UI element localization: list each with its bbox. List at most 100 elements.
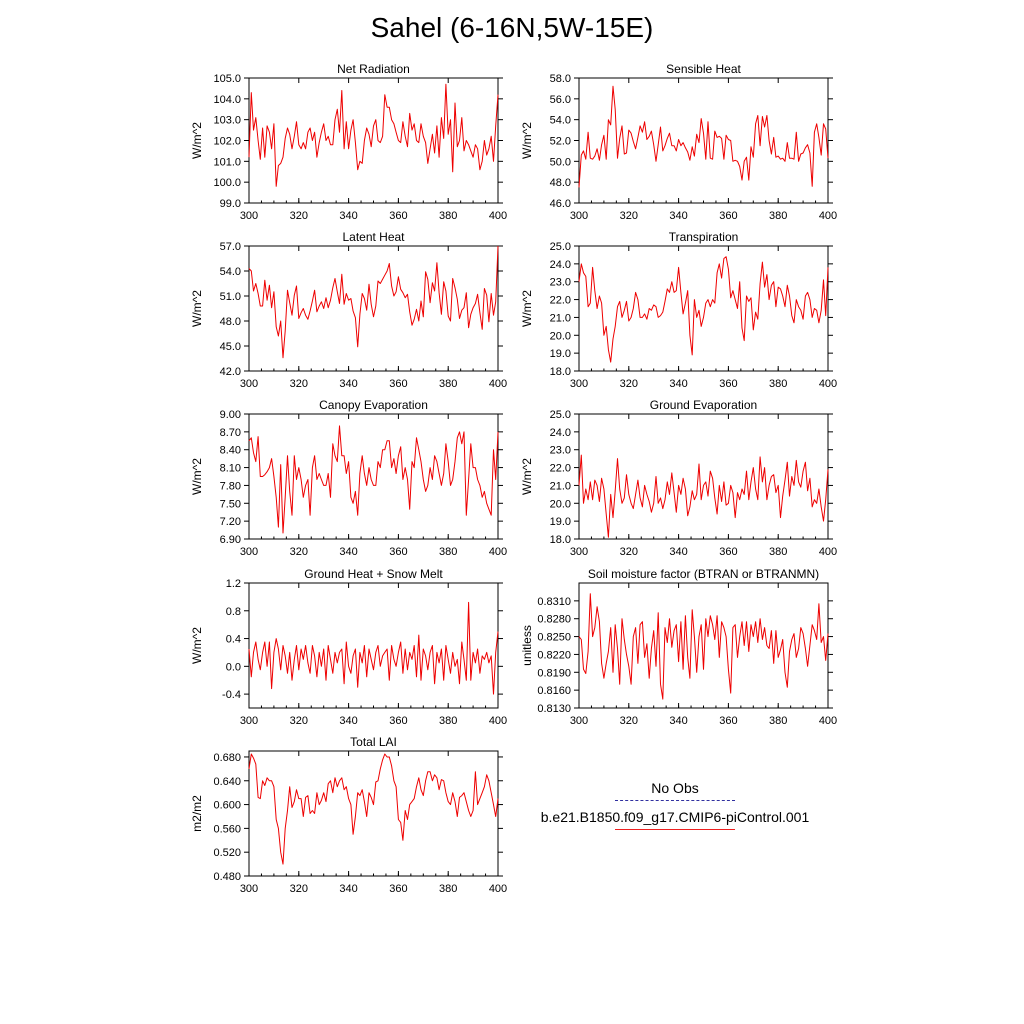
panel-4: 300 320 340 360 380 400 18.0 19.0 20.0 21.0 22.0 23… (520, 230, 837, 390)
x-tick-label: 320 (290, 210, 308, 222)
y-tick-label: 50.0 (550, 156, 571, 168)
x-tick-label: 340 (339, 378, 357, 390)
y-tick-label: 23.0 (550, 277, 571, 289)
x-tick-label: 320 (620, 546, 638, 558)
x-tick-label: 400 (819, 378, 837, 390)
x-tick-label: 360 (389, 378, 407, 390)
y-tick-label: 18.0 (550, 534, 571, 546)
y-tick-label: 0.640 (213, 776, 241, 788)
x-tick-label: 320 (290, 378, 308, 390)
x-tick-label: 380 (769, 210, 787, 222)
y-tick-label: 0.8280 (537, 614, 571, 626)
y-tick-label: 0.480 (213, 871, 241, 883)
x-tick-label: 340 (339, 210, 357, 222)
x-tick-label: 360 (389, 546, 407, 558)
y-tick-label: 57.0 (220, 241, 241, 253)
y-tick-label: 0.4 (226, 634, 241, 646)
y-tick-label: 7.20 (220, 516, 241, 528)
panel-6: 300 320 340 360 380 400 18.0 19.0 20.0 21.0 22.0 23… (520, 398, 837, 558)
series-line-1 (248, 245, 499, 359)
x-tick-label: 300 (570, 546, 588, 558)
panel-1: 300 320 340 360 380 400 99.0 100.0 101.0 102.0 103… (190, 62, 507, 222)
x-tick-label: 400 (489, 210, 507, 222)
series-line-1 (578, 454, 829, 538)
x-tick-label: 320 (290, 883, 308, 895)
y-tick-label: 0.8130 (537, 703, 571, 715)
legend-model-label: b.e21.B1850.f09_g17.CMIP6-piControl.001 (540, 809, 810, 825)
y-tick-label: 104.0 (213, 94, 241, 106)
x-tick-label: 380 (439, 546, 457, 558)
x-tick-label: 320 (620, 210, 638, 222)
x-tick-label: 340 (669, 210, 687, 222)
y-tick-label: 56.0 (550, 94, 571, 106)
legend: No Obs b.e21.B1850.f09_g17.CMIP6-piContr… (530, 780, 820, 838)
x-tick-label: 380 (439, 883, 457, 895)
panel-2: 300 320 340 360 380 400 46.0 48.0 50.0 52.0 54.0 56… (520, 62, 837, 222)
y-tick-label: 0.520 (213, 847, 241, 859)
y-tick-label: 54.0 (220, 266, 241, 278)
y-tick-label: 0.600 (213, 800, 241, 812)
x-tick-label: 380 (769, 715, 787, 727)
panel-title: Net Radiation (337, 62, 410, 76)
x-tick-label: 320 (290, 715, 308, 727)
x-tick-label: 300 (240, 715, 258, 727)
legend-obs-swatch (615, 800, 735, 801)
y-tick-label: 22.0 (550, 463, 571, 475)
y-tick-label: 42.0 (220, 366, 241, 378)
x-tick-label: 380 (439, 210, 457, 222)
series-line-1 (578, 85, 829, 188)
y-tick-label: 21.0 (550, 480, 571, 492)
y-tick-label: 19.0 (550, 348, 571, 360)
y-tick-label: 58.0 (550, 73, 571, 85)
x-tick-label: 340 (669, 715, 687, 727)
panel-9: 300 320 340 360 380 400 0.480 0.520 0.560 0.600 0.… (190, 735, 507, 895)
x-tick-label: 400 (489, 546, 507, 558)
series-line-1 (248, 601, 499, 695)
x-tick-label: 300 (240, 546, 258, 558)
y-tick-label: 0.560 (213, 823, 241, 835)
x-tick-label: 300 (240, 210, 258, 222)
y-tick-label: 99.0 (220, 198, 241, 210)
y-tick-label: 8.40 (220, 445, 241, 457)
y-tick-label: 21.0 (550, 312, 571, 324)
y-tick-label: 8.70 (220, 427, 241, 439)
x-tick-label: 380 (769, 546, 787, 558)
y-tick-label: 18.0 (550, 366, 571, 378)
y-tick-label: 0.8220 (537, 649, 571, 661)
panel-title: Ground Evaporation (650, 398, 757, 412)
panel-title: Total LAI (350, 735, 397, 749)
legend-obs-label: No Obs (651, 780, 699, 796)
y-tick-label: 25.0 (550, 409, 571, 421)
x-tick-label: 340 (339, 883, 357, 895)
panel-frame (248, 77, 499, 204)
y-tick-label: 54.0 (550, 115, 571, 127)
y-tick-label: 8.10 (220, 463, 241, 475)
y-tick-label: 0.8 (226, 606, 241, 618)
y-axis-label: W/m^2 (190, 627, 204, 664)
x-tick-label: 360 (389, 715, 407, 727)
x-tick-label: 340 (669, 378, 687, 390)
x-tick-label: 400 (489, 715, 507, 727)
panel-title: Latent Heat (342, 230, 405, 244)
x-tick-label: 360 (719, 210, 737, 222)
y-tick-label: 9.00 (220, 409, 241, 421)
x-tick-label: 400 (819, 546, 837, 558)
x-tick-label: 400 (489, 883, 507, 895)
y-tick-label: 20.0 (550, 498, 571, 510)
y-axis-label: W/m^2 (520, 458, 534, 495)
x-tick-label: 360 (719, 715, 737, 727)
x-tick-label: 340 (669, 546, 687, 558)
x-tick-label: 400 (819, 210, 837, 222)
y-tick-label: 0.8250 (537, 632, 571, 644)
y-tick-label: 6.90 (220, 534, 241, 546)
y-tick-label: 48.0 (550, 177, 571, 189)
x-tick-label: 300 (240, 378, 258, 390)
y-axis-label: W/m^2 (520, 122, 534, 159)
y-tick-label: 0.680 (213, 752, 241, 764)
x-tick-label: 360 (389, 210, 407, 222)
y-tick-label: 22.0 (550, 295, 571, 307)
y-tick-label: 0.8310 (537, 596, 571, 608)
y-tick-label: 52.0 (550, 136, 571, 148)
x-tick-label: 340 (339, 715, 357, 727)
